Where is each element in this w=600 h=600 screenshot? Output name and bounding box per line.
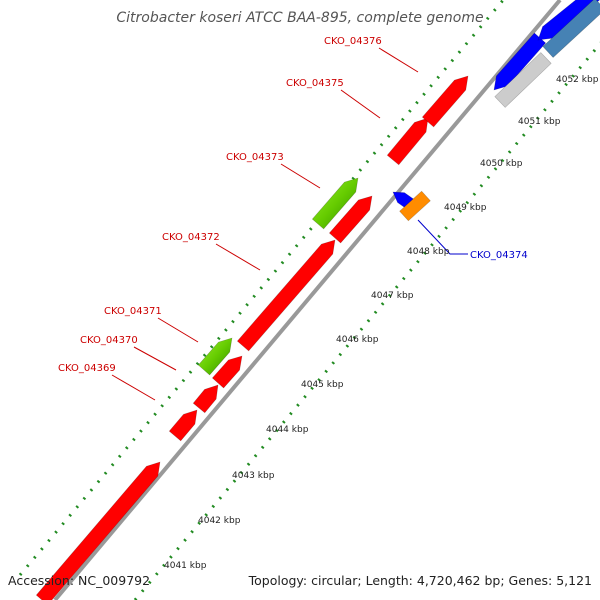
leader-line xyxy=(133,346,177,371)
gene-box-cko-04380[interactable] xyxy=(542,0,600,58)
axis-tick-label: 4050 kbp xyxy=(480,159,523,169)
gene-box-cko-04378[interactable] xyxy=(494,52,552,108)
gene-arrow-cko-04376[interactable] xyxy=(421,75,469,128)
gene-label-cko-04370[interactable]: CKO_04370 xyxy=(80,335,138,346)
axis-tick-label: 4041 kbp xyxy=(164,561,207,571)
axis-tick-labels: 4041 kbp 4042 kbp 4043 kbp 4044 kbp 4045 kbp… xyxy=(164,75,599,571)
axis-tick-label: 4051 kbp xyxy=(518,117,561,127)
axis-tick-label: 4045 kbp xyxy=(301,380,344,390)
leader-line xyxy=(340,89,381,119)
reverse-gene-track xyxy=(392,0,600,222)
gene-label-cko-04371[interactable]: CKO_04371 xyxy=(104,306,162,317)
inner-dotted-track xyxy=(133,41,600,600)
gene-label-cko-04376[interactable]: CKO_04376 xyxy=(324,36,382,47)
gene-arrow-cko-04369[interactable] xyxy=(168,409,198,442)
gene-label-cko-04373[interactable]: CKO_04373 xyxy=(226,152,284,163)
gene-label-cko-04374[interactable]: CKO_04374 xyxy=(470,250,528,261)
leader-line xyxy=(280,163,321,189)
axis-tick-label: 4046 kbp xyxy=(336,335,379,345)
axis-tick-label: 4047 kbp xyxy=(371,291,414,301)
gene-label-cko-04372[interactable]: CKO_04372 xyxy=(162,232,220,243)
gene-arrow-cko-04372b[interactable] xyxy=(328,195,373,244)
axis-tick-label: 4049 kbp xyxy=(444,203,487,213)
gene-label-layer: CKO_04376 CKO_04375 CKO_04373 CKO_04372 CKO_… xyxy=(58,36,528,374)
gene-arrow-cko-04371[interactable] xyxy=(197,337,233,376)
gene-arrow-cko-04370[interactable] xyxy=(211,355,243,389)
leader-line xyxy=(215,243,261,271)
axis-tick-label: 4044 kbp xyxy=(266,425,309,435)
gene-arrow-cko-04373[interactable] xyxy=(311,177,359,230)
axis-tick-label: 4042 kbp xyxy=(198,516,241,526)
label-leader-lines xyxy=(111,47,468,401)
gene-label-cko-04375[interactable]: CKO_04375 xyxy=(286,78,344,89)
axis-tick-label: 4043 kbp xyxy=(232,471,275,481)
leader-line xyxy=(157,317,199,343)
outer-dotted-track xyxy=(18,0,506,576)
leader-line xyxy=(111,374,156,401)
accession-text: Accession: NC_009792 xyxy=(8,573,151,588)
leader-line xyxy=(417,219,468,255)
gene-arrow-cko-04370a[interactable] xyxy=(192,384,219,414)
gene-label-cko-04369[interactable]: CKO_04369 xyxy=(58,363,116,374)
leader-line xyxy=(378,47,419,73)
gene-arrow-cko-04368[interactable] xyxy=(35,461,161,600)
gene-arrow-cko-04372[interactable] xyxy=(236,239,336,352)
genome-backbone-line xyxy=(53,0,562,600)
gene-arrow-cko-04375[interactable] xyxy=(386,117,429,166)
forward-gene-track xyxy=(35,75,469,600)
topology-text: Topology: circular; Length: 4,720,462 bp… xyxy=(248,573,592,588)
axis-tick-label: 4052 kbp xyxy=(556,75,599,85)
map-title: Citrobacter koseri ATCC BAA-895, complet… xyxy=(116,10,484,26)
gene-box-cko-04374[interactable] xyxy=(399,190,431,222)
axis-tick-label: 4048 kbp xyxy=(407,247,450,257)
